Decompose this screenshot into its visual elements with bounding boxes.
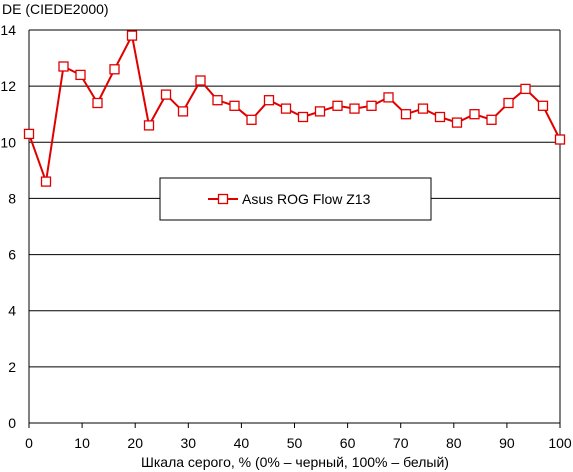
- data-point-14: [263, 95, 275, 106]
- x-tick-label-30: 30: [181, 435, 197, 451]
- series-layer: [23, 30, 566, 187]
- axes: [28, 30, 561, 428]
- series-line-0: [28, 34, 561, 183]
- data-point-30: [537, 100, 549, 111]
- data-point-25: [451, 117, 463, 128]
- data-point-17: [314, 106, 326, 117]
- data-point-15: [280, 103, 292, 114]
- data-point-26: [469, 109, 480, 120]
- data-point-1: [40, 176, 52, 187]
- x-tick-label-0: 0: [25, 435, 33, 451]
- y-tick-label-2: 2: [8, 359, 16, 375]
- data-point-5: [109, 64, 120, 75]
- data-point-23: [417, 103, 429, 114]
- y-tick-labels: 0 2 4 6 8 10 12 14: [0, 22, 16, 431]
- data-point-19: [349, 103, 360, 114]
- y-tick-label-14: 14: [0, 22, 16, 38]
- data-point-10: [195, 75, 206, 86]
- data-point-4: [92, 97, 103, 109]
- x-tick-label-40: 40: [234, 435, 250, 451]
- data-point-11: [212, 95, 223, 106]
- data-point-21: [383, 92, 394, 103]
- y-tick-label-8: 8: [8, 190, 16, 206]
- x-tick-labels: 0 10 20 30 40 50 60 70 80 90 100: [25, 435, 572, 451]
- data-point-24: [434, 111, 446, 123]
- data-point-13: [246, 114, 257, 125]
- data-point-29: [520, 83, 531, 95]
- data-point-7: [143, 120, 155, 131]
- y-axis-title: DE (CIEDE2000): [2, 1, 109, 17]
- data-point-9: [177, 106, 189, 117]
- legend-box: [159, 177, 432, 221]
- gridlines: [29, 29, 560, 424]
- data-point-16: [297, 111, 309, 123]
- y-tick-label-0: 0: [8, 415, 16, 431]
- y-tick-label-6: 6: [8, 247, 16, 263]
- legend-label: Asus ROG Flow Z13: [242, 191, 371, 207]
- data-point-20: [366, 100, 377, 111]
- data-point-8: [160, 89, 172, 100]
- x-tick-label-80: 80: [446, 435, 462, 451]
- legend-marker: [217, 193, 229, 205]
- data-point-2: [58, 61, 69, 72]
- data-point-27: [486, 114, 497, 125]
- x-tick-label-20: 20: [127, 435, 143, 451]
- data-point-12: [229, 100, 240, 111]
- legend: Asus ROG Flow Z13: [159, 177, 432, 221]
- y-tick-label-10: 10: [0, 134, 16, 150]
- x-axis-title: Шкала серого, % (0% – черный, 100% – бел…: [141, 454, 449, 470]
- data-point-6: [126, 30, 138, 41]
- y-tick-label-12: 12: [0, 78, 16, 94]
- data-point-22: [400, 109, 412, 120]
- data-point-28: [503, 97, 514, 109]
- data-point-31: [554, 134, 566, 145]
- x-tick-label-50: 50: [287, 435, 303, 451]
- x-tick-label-10: 10: [74, 435, 90, 451]
- x-tick-label-90: 90: [499, 435, 515, 451]
- x-tick-label-60: 60: [340, 435, 356, 451]
- data-point-0: [23, 128, 35, 140]
- x-tick-label-70: 70: [393, 435, 409, 451]
- data-point-18: [332, 100, 343, 111]
- data-point-3: [75, 69, 86, 81]
- y-tick-label-4: 4: [8, 303, 16, 319]
- x-tick-label-100: 100: [548, 435, 572, 451]
